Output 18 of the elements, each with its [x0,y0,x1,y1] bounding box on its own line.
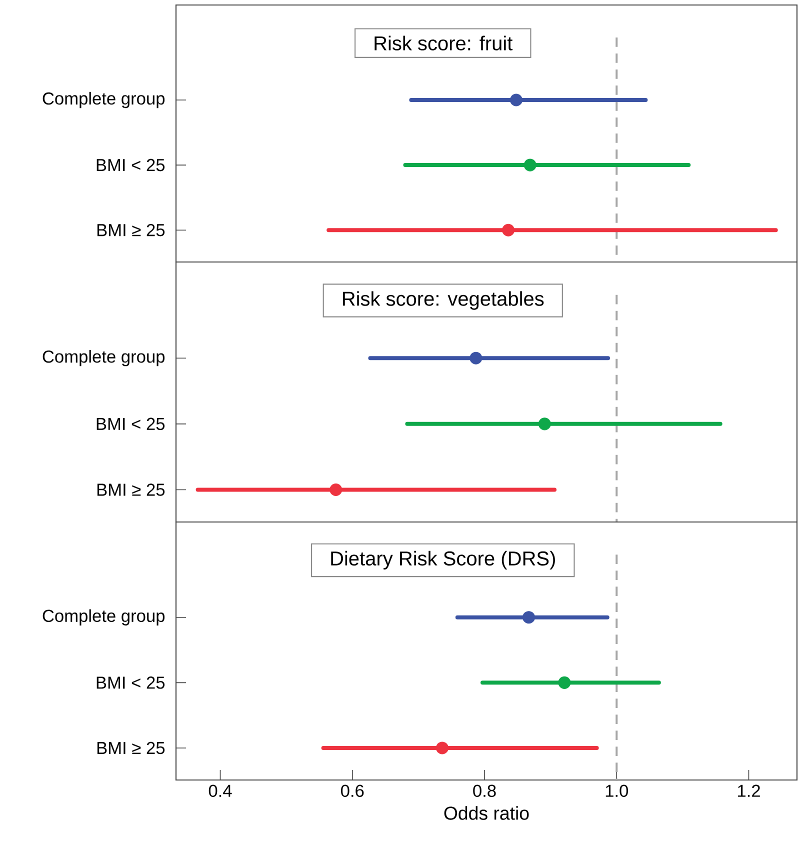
y-tick-label: BMI ≥ 25 [97,484,165,496]
y-tick-label: Complete group [42,92,165,108]
x-tick-label: 0.8 [473,784,496,797]
chart-title: Risk score: vegetables [342,291,544,310]
chart-title: Risk score: fruit [374,36,513,50]
y-tick-label: BMI < 25 [96,418,165,430]
y-tick-label: Complete group [42,350,165,366]
chart-title: Dietary Risk Score (DRS) [331,550,555,570]
x-axis-title: Odds ratio [444,806,529,820]
x-tick-label: 1.2 [738,784,760,797]
y-tick-label: Complete group [42,609,165,626]
x-tick-label: 1.0 [606,784,628,797]
y-tick-label: BMI ≥ 25 [97,224,165,236]
x-tick-label: 0.6 [341,784,364,797]
x-tick-label: 0.4 [208,784,232,797]
y-tick-label: BMI < 25 [96,676,165,689]
y-tick-label: BMI < 25 [96,158,165,172]
y-tick-label: BMI ≥ 25 [97,742,165,754]
